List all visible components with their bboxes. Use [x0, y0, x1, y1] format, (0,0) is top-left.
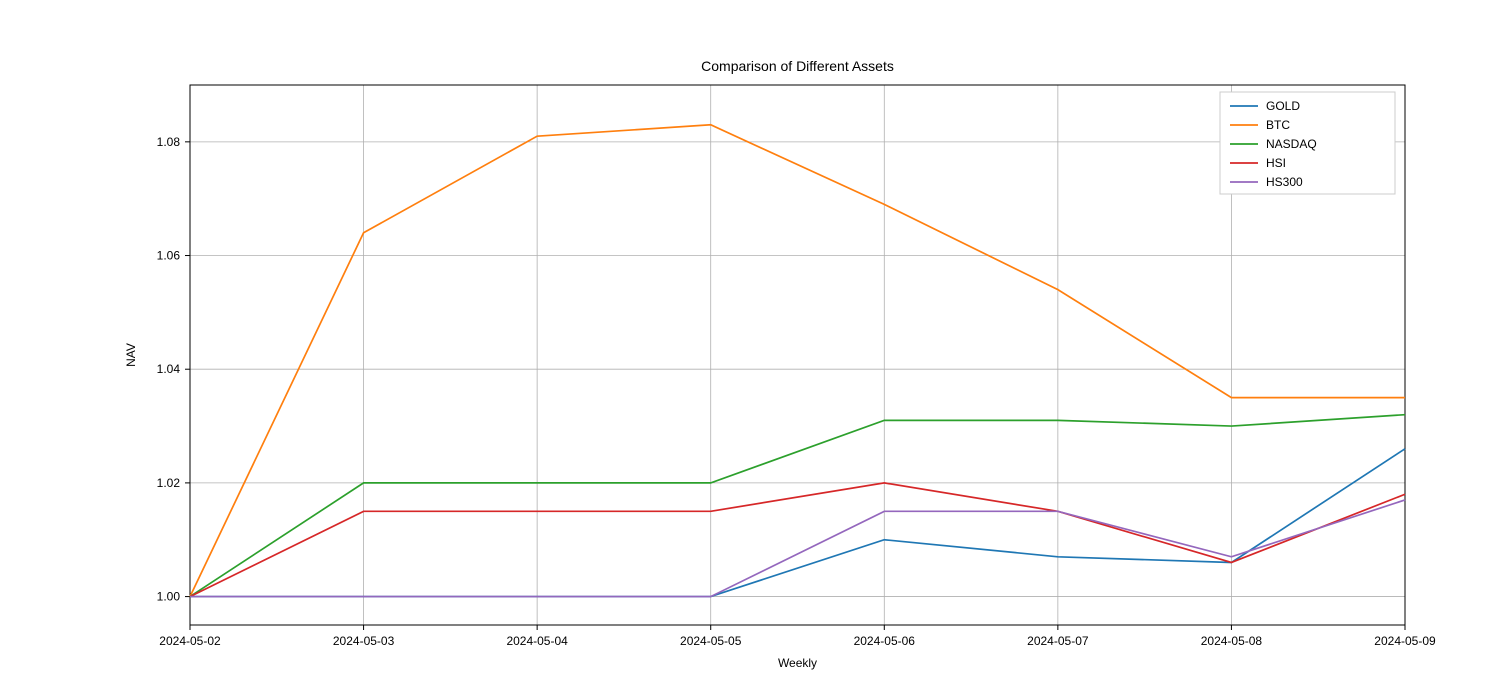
x-tick-label: 2024-05-02 [159, 634, 221, 648]
series-line-hs300 [190, 500, 1405, 597]
x-tick-label: 2024-05-08 [1201, 634, 1263, 648]
y-tick-label: 1.04 [157, 362, 181, 376]
series-line-btc [190, 125, 1405, 597]
x-tick-label: 2024-05-07 [1027, 634, 1089, 648]
y-tick-label: 1.02 [157, 476, 181, 490]
y-axis-label: NAV [124, 343, 138, 367]
x-tick-label: 2024-05-09 [1374, 634, 1436, 648]
chart-container: 2024-05-02 2024-05-03 2024-05-04 2024-05-05… [0, 0, 1500, 700]
x-axis-label: Weekly [778, 656, 817, 670]
legend-label: BTC [1266, 118, 1290, 132]
line-chart: 2024-05-02 2024-05-03 2024-05-04 2024-05-05… [0, 0, 1500, 700]
series-line-hsi [190, 483, 1405, 597]
series-line-nasdaq [190, 415, 1405, 597]
x-tick-label: 2024-05-06 [854, 634, 916, 648]
y-tick-label: 1.06 [157, 249, 181, 263]
series-line-gold [190, 449, 1405, 597]
legend-label: GOLD [1266, 99, 1300, 113]
chart-title: Comparison of Different Assets [701, 58, 894, 74]
x-tick-label: 2024-05-03 [333, 634, 395, 648]
y-tick-label: 1.08 [157, 135, 181, 149]
legend-label: NASDAQ [1266, 137, 1317, 151]
legend-label: HSI [1266, 156, 1286, 170]
y-tick-label: 1.00 [157, 590, 181, 604]
legend-label: HS300 [1266, 175, 1303, 189]
x-tick-label: 2024-05-05 [680, 634, 742, 648]
x-tick-label: 2024-05-04 [506, 634, 568, 648]
